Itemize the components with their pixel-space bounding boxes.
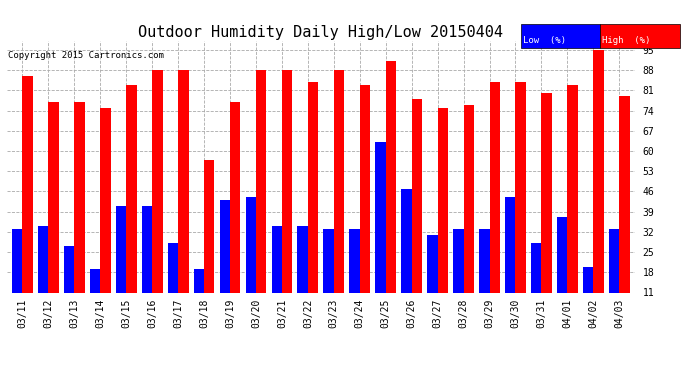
- Title: Outdoor Humidity Daily High/Low 20150404: Outdoor Humidity Daily High/Low 20150404: [139, 25, 503, 40]
- Bar: [359, 85, 370, 324]
- Bar: [126, 85, 137, 324]
- Bar: [557, 217, 567, 324]
- Bar: [531, 243, 542, 324]
- Bar: [297, 226, 308, 324]
- Text: High  (%): High (%): [602, 36, 651, 45]
- Bar: [12, 229, 23, 324]
- Bar: [453, 229, 464, 324]
- Text: Low  (%): Low (%): [523, 36, 566, 45]
- Bar: [427, 235, 437, 324]
- Bar: [308, 82, 318, 324]
- Bar: [23, 76, 33, 324]
- Bar: [246, 197, 256, 324]
- Bar: [230, 102, 240, 324]
- Bar: [64, 246, 75, 324]
- Bar: [609, 229, 619, 324]
- Bar: [142, 206, 152, 324]
- Bar: [334, 70, 344, 324]
- Bar: [349, 229, 359, 324]
- Bar: [412, 99, 422, 324]
- Bar: [219, 200, 230, 324]
- Bar: [38, 226, 48, 324]
- Bar: [542, 93, 552, 324]
- Bar: [178, 70, 188, 324]
- Bar: [282, 70, 293, 324]
- Bar: [479, 229, 489, 324]
- Bar: [168, 243, 178, 324]
- Bar: [100, 108, 110, 324]
- Bar: [90, 269, 100, 324]
- Bar: [583, 267, 593, 324]
- Text: Copyright 2015 Cartronics.com: Copyright 2015 Cartronics.com: [8, 51, 164, 60]
- Bar: [619, 96, 629, 324]
- Bar: [204, 160, 215, 324]
- Bar: [194, 269, 204, 324]
- Bar: [489, 82, 500, 324]
- Bar: [567, 85, 578, 324]
- Bar: [505, 197, 515, 324]
- Bar: [256, 70, 266, 324]
- Bar: [324, 229, 334, 324]
- Bar: [437, 108, 448, 324]
- Bar: [386, 62, 396, 324]
- Bar: [402, 189, 412, 324]
- Bar: [272, 226, 282, 324]
- Bar: [464, 105, 474, 324]
- Bar: [593, 50, 604, 324]
- Bar: [152, 70, 163, 324]
- Bar: [515, 82, 526, 324]
- Bar: [375, 142, 386, 324]
- Bar: [75, 102, 85, 324]
- Bar: [48, 102, 59, 324]
- Bar: [116, 206, 126, 324]
